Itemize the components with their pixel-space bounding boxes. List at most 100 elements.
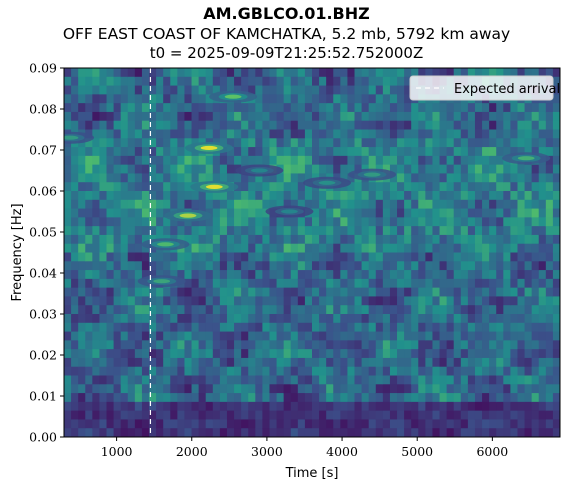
spectrogram-cell — [85, 428, 93, 437]
spectrogram-cell — [78, 322, 86, 333]
spectrogram-cell — [446, 111, 455, 122]
spectrogram-cell — [106, 393, 115, 403]
spectrogram-cell — [418, 243, 426, 254]
spectrogram-cell — [191, 164, 200, 175]
spectrogram-cell — [538, 322, 547, 333]
spectrogram-cell — [219, 76, 228, 87]
spectrogram-cell — [368, 147, 377, 157]
spectrogram-cell — [156, 76, 164, 87]
spectrogram-cell — [425, 199, 434, 210]
spectrogram-cell — [375, 234, 384, 245]
spectrogram-cell — [219, 287, 228, 298]
spectrogram-cell — [446, 287, 455, 298]
y-tick-label: 0.04 — [29, 266, 57, 281]
spectrogram-cell — [234, 111, 242, 122]
spectrogram-cell — [489, 270, 497, 280]
spectrogram-cell — [184, 314, 193, 324]
spectrogram-cell — [92, 164, 101, 175]
spectrogram-cell — [241, 138, 249, 148]
spectrogram-cell — [418, 393, 426, 403]
spectrogram-cell — [482, 252, 490, 262]
spectrogram-cell — [389, 252, 398, 262]
spectrogram-cell — [453, 111, 462, 122]
spectrogram-cell — [99, 252, 108, 262]
spectrogram-cell — [198, 155, 207, 166]
spectrogram-cell — [241, 191, 249, 201]
spectrogram-cell — [453, 199, 462, 210]
spectrogram-cell — [340, 252, 349, 262]
spectrogram-cell — [269, 296, 278, 306]
spectrogram-cell — [425, 261, 434, 271]
spectrogram-cell — [290, 419, 299, 429]
spectrogram-cell — [347, 138, 356, 148]
spectrogram-cell — [439, 340, 448, 350]
spectrogram-cell — [113, 76, 122, 87]
spectrogram-cell — [85, 419, 93, 429]
spectrogram-cell — [248, 138, 256, 148]
spectrogram-cell — [489, 68, 497, 78]
spectrogram-cell — [226, 226, 235, 236]
spectrogram-cell — [354, 120, 363, 131]
spectrogram-cell — [290, 410, 299, 421]
spectrogram-cell — [460, 129, 469, 139]
spectrogram-cell — [177, 357, 186, 368]
spectrogram-cell — [439, 111, 448, 122]
spectrogram-cell — [134, 384, 143, 394]
spectrogram-cell — [113, 243, 122, 254]
spectrogram-cell — [524, 278, 533, 289]
spectrogram-cell — [404, 410, 412, 421]
spectrogram-cell — [149, 85, 157, 95]
spectrogram-cell — [389, 331, 398, 341]
spectrogram-cell — [141, 419, 150, 429]
plot-frame — [63, 67, 561, 438]
spectrogram-cell — [156, 384, 164, 394]
spectrogram-cell — [489, 173, 497, 183]
spectrogram-cell — [354, 94, 363, 104]
spectrogram-cell — [297, 375, 306, 385]
spectrogram-cell — [538, 366, 547, 377]
spectrogram-cell — [177, 393, 186, 403]
spectrogram-cell — [198, 331, 207, 341]
spectrogram-cell — [425, 322, 434, 333]
spectrogram-cell — [156, 208, 164, 218]
spectrogram-cell — [552, 340, 560, 350]
spectrogram-cell — [531, 234, 540, 245]
spectrogram-cell — [510, 401, 519, 412]
spectrogram-cell — [510, 349, 519, 359]
spectrogram-cell — [404, 191, 412, 201]
spectrogram-cell — [340, 76, 349, 87]
spectrogram-cell — [234, 375, 242, 385]
spectrogram-cell — [184, 182, 193, 192]
spectrogram-cell — [212, 393, 221, 403]
spectrogram-cell — [141, 199, 150, 210]
spectrogram-cell — [503, 270, 511, 280]
spectrogram-cell — [496, 270, 504, 280]
spectrogram-cell — [453, 252, 462, 262]
spectrogram-cell — [397, 76, 405, 87]
spectrogram-cell — [113, 287, 122, 298]
spectrogram-cell — [177, 314, 186, 324]
spectrogram-cell — [269, 287, 278, 298]
spectrogram-cell — [184, 120, 193, 131]
spectrogram-cell — [404, 305, 412, 315]
spectrogram-cell — [198, 384, 207, 394]
spectrogram-cell — [248, 76, 256, 87]
spectrogram-cell — [347, 261, 356, 271]
spectrogram-cell — [113, 428, 122, 437]
spectrogram-cell — [524, 68, 533, 78]
spectrogram-cell — [326, 76, 334, 87]
spectrogram-cell — [489, 208, 497, 218]
spectrogram-cell — [524, 340, 533, 350]
spectrogram-cell — [347, 331, 356, 341]
spectrogram-cell — [354, 234, 363, 245]
spectrogram-cell — [297, 120, 306, 131]
spectrogram-cell — [446, 252, 455, 262]
spectrogram-cell — [489, 305, 497, 315]
spectrogram-cell — [177, 129, 186, 139]
spectrogram-cell — [340, 173, 349, 183]
spectrogram-cell — [354, 270, 363, 280]
spectrogram-cell — [297, 428, 306, 437]
spectrogram-cell — [248, 357, 256, 368]
spectrogram-cell — [297, 199, 306, 210]
spectrogram-cell — [134, 375, 143, 385]
